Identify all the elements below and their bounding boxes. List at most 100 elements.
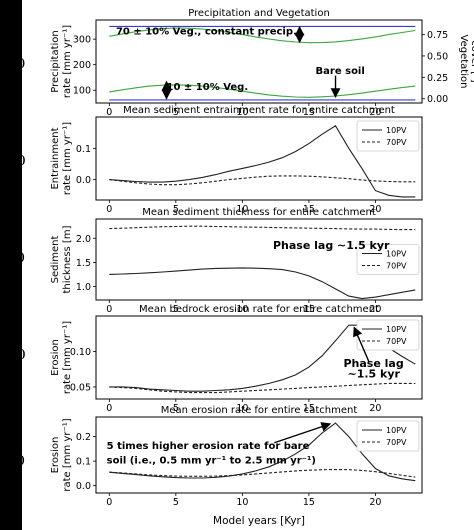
legend-box [356,420,420,452]
y-tick-label: 0.2 [76,432,91,443]
series-line-70PV [109,382,416,394]
x-tick-label: 20 [369,497,381,508]
panel-title: Precipitation and Vegetation [188,8,330,19]
y-axis-label: Precipitation [50,30,61,93]
x-tick-label: 5 [173,304,179,315]
y2-axis-label: cover [-] [469,40,474,82]
legend-label: 70PV [386,438,407,447]
legend-label: 10PV [386,426,407,435]
panel-0: Precipitation and Vegetation Precipitatio… [50,8,474,118]
y2-tick-label: 0.50 [427,51,448,62]
legend: 10PV 70PV [356,244,420,275]
x-tick-label: 0 [106,204,112,215]
panel-2: Mean sediment thickness for entire catch… [50,207,423,315]
series-line-10PV [109,422,416,482]
left-black-border [0,0,22,530]
axes-frame [95,218,423,301]
series-line-70PV [109,175,416,186]
legend-label: 10PV [386,250,407,259]
series-line-70PV [109,468,416,478]
annotation-arrow [274,422,332,444]
y2-tick-label: 0.25 [427,73,448,84]
panel-label-e: (e) [11,452,25,466]
annotation: ~1.5 kyr [347,368,400,381]
x-tick-label: 10 [236,403,248,414]
series-line-10PV [109,267,416,300]
legend: 10PV 70PV [356,319,420,351]
y-tick-label: 2.0 [76,234,91,245]
x-tick-label: 5 [173,403,179,414]
x-tick-label: 0 [106,403,112,414]
x-tick-label: 5 [173,107,179,118]
panel-label-a: (a) [11,55,25,69]
y-tick-label: 0.10 [70,347,91,358]
axes-frame [95,315,423,400]
y-tick-label: 300 [73,35,91,46]
panel-3: Mean bedrock erosion rate for entire cat… [50,304,423,414]
x-tick-label: 10 [236,107,248,118]
x-tick-label: 10 [236,304,248,315]
y-tick-label: 200 [73,60,91,71]
legend: 10PV 70PV [356,420,420,452]
series-line-3 [109,84,416,98]
series-line-10PV [109,125,416,198]
panel-4: Mean erosion rate for entire catchment Er… [50,405,423,508]
series-line-2 [109,27,416,44]
y-tick-label: 0.1 [76,144,91,155]
y-tick-label: 0.0 [76,175,91,186]
x-tick-label: 15 [303,107,315,118]
panel-title: Mean sediment thickness for entire catch… [142,207,376,218]
y2-tick-label: 0.00 [427,94,448,105]
panel-title: Mean erosion rate for entire catchment [161,405,358,416]
y-tick-label: 0.05 [70,382,91,393]
annotation: 70 ± 10% Veg., constant precip. [116,27,297,38]
x-axis-label: Model years [Kyr] [213,515,305,527]
legend-label: 10PV [386,126,407,135]
axes-frame [95,19,423,104]
y-axis-label: Sediment [50,236,61,284]
legend-label: 10PV [386,325,407,334]
panel-label-d: (d) [10,346,26,360]
legend-label: 70PV [386,262,407,271]
x-tick-label: 15 [303,403,315,414]
panel-title: Mean sediment entrainment rate for entir… [123,105,395,116]
annotation: Bare soil [316,66,365,77]
annotation: Phase lag ~1.5 kyr [273,239,390,252]
x-tick-label: 20 [369,403,381,414]
x-tick-label: 0 [106,497,112,508]
panel-label-b: (b) [10,152,26,166]
x-tick-label: 5 [173,497,179,508]
axes-frame [95,416,423,494]
y2-axis-label: Vegetation [458,35,469,89]
legend-box [356,120,420,152]
legend: 10PV 70PV [356,120,420,152]
y-axis-label: rate [mm yr⁻¹] [62,418,73,491]
annotation: 10 ± 10% Veg. [167,82,249,93]
y-axis-label: thickness [m] [62,225,73,293]
panel-1: Mean sediment entrainment rate for entir… [50,105,423,215]
legend-label: 70PV [386,337,407,346]
y-tick-label: 100 [73,86,91,97]
x-tick-label: 20 [369,107,381,118]
x-tick-label: 0 [106,107,112,118]
series-line-70PV [109,225,416,231]
x-tick-label: 15 [303,204,315,215]
panel-label-c: (c) [11,249,25,263]
legend-label: 70PV [386,138,407,147]
y-axis-label: Entrainment [50,127,61,189]
y-tick-label: 1.5 [76,258,91,269]
y-tick-label: 0.0 [76,481,91,492]
y-axis-label: Erosion [50,339,61,376]
annotation: 5 times higher erosion rate for bare [107,441,310,452]
x-tick-label: 20 [369,304,381,315]
x-tick-label: 15 [303,304,315,315]
y-tick-label: 0.1 [76,457,91,468]
x-tick-label: 15 [303,497,315,508]
y-axis-label: rate [mm yr⁻¹] [62,25,73,98]
x-tick-label: 10 [236,497,248,508]
annotation: Phase lag [343,357,403,370]
axes-frame [95,116,423,201]
y-axis-label: Erosion [50,437,61,474]
legend-box [356,244,420,275]
